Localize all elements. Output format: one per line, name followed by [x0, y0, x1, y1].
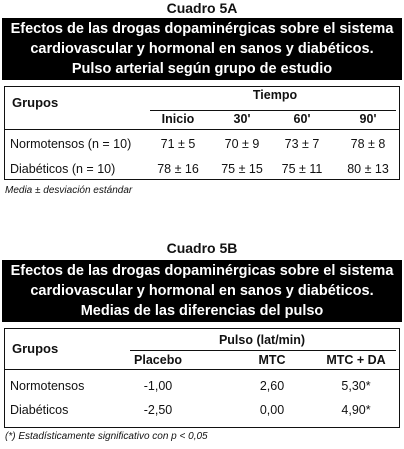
- title-line: cardiovascular y hormonal en sanos y dia…: [30, 283, 374, 299]
- row-label: Diabéticos: [10, 403, 69, 417]
- cell-value: 75 ± 11: [281, 162, 323, 176]
- cell-value: -2,50: [143, 403, 173, 417]
- group-header: Tiempo: [252, 88, 298, 102]
- title-line: Medias de las diferencias del pulso: [80, 303, 324, 319]
- cell-value: -1,00: [143, 379, 173, 393]
- title-line: Efectos de las drogas dopaminérgicas sob…: [10, 21, 394, 37]
- column-header: 30': [233, 112, 251, 126]
- column-header: Inicio: [161, 112, 195, 126]
- cell-value: 0,00: [259, 403, 285, 417]
- row-label: Normotensos (n = 10): [10, 137, 132, 151]
- row-header: Grupos: [12, 95, 59, 110]
- rule: [4, 369, 400, 370]
- cell-value: 78 ± 16: [157, 162, 199, 176]
- column-header: Placebo: [134, 353, 182, 367]
- footnote: (*) Estadísticamente significativo con p…: [5, 431, 208, 442]
- cell-value: 70 ± 9: [224, 137, 260, 151]
- rule: [130, 350, 396, 351]
- cell-value: 5,30*: [341, 379, 371, 393]
- cell-value: 2,60: [259, 379, 285, 393]
- table-frame: [4, 86, 400, 180]
- column-header: 90': [359, 112, 377, 126]
- cell-value: 4,90*: [341, 403, 371, 417]
- table-label: Cuadro 5B: [166, 240, 238, 256]
- cell-value: 75 ± 15: [221, 162, 263, 176]
- column-header: 60': [293, 112, 311, 126]
- title-line: Pulso arterial según grupo de estudio: [71, 61, 333, 77]
- footnote: Media ± desviación estándar: [5, 185, 133, 196]
- row-header: Grupos: [12, 341, 59, 356]
- cell-value: 73 ± 7: [284, 137, 320, 151]
- rule: [150, 110, 396, 111]
- table-label: Cuadro 5A: [166, 0, 238, 16]
- table-frame: [4, 328, 400, 428]
- row-label: Diabéticos (n = 10): [10, 162, 116, 176]
- title-box: Efectos de las drogas dopaminérgicas sob…: [2, 18, 402, 80]
- rule: [4, 129, 400, 130]
- title-line: cardiovascular y hormonal en sanos y dia…: [30, 41, 374, 57]
- group-header: Pulso (lat/min): [218, 333, 306, 347]
- cell-value: 78 ± 8: [350, 137, 386, 151]
- cell-value: 71 ± 5: [160, 137, 196, 151]
- column-header: MTC + DA: [326, 353, 386, 367]
- title-box: Efectos de las drogas dopaminérgicas sob…: [2, 260, 402, 322]
- cell-value: 80 ± 13: [347, 162, 389, 176]
- title-line: Efectos de las drogas dopaminérgicas sob…: [10, 263, 394, 279]
- row-label: Normotensos: [10, 379, 85, 393]
- column-header: MTC: [258, 353, 286, 367]
